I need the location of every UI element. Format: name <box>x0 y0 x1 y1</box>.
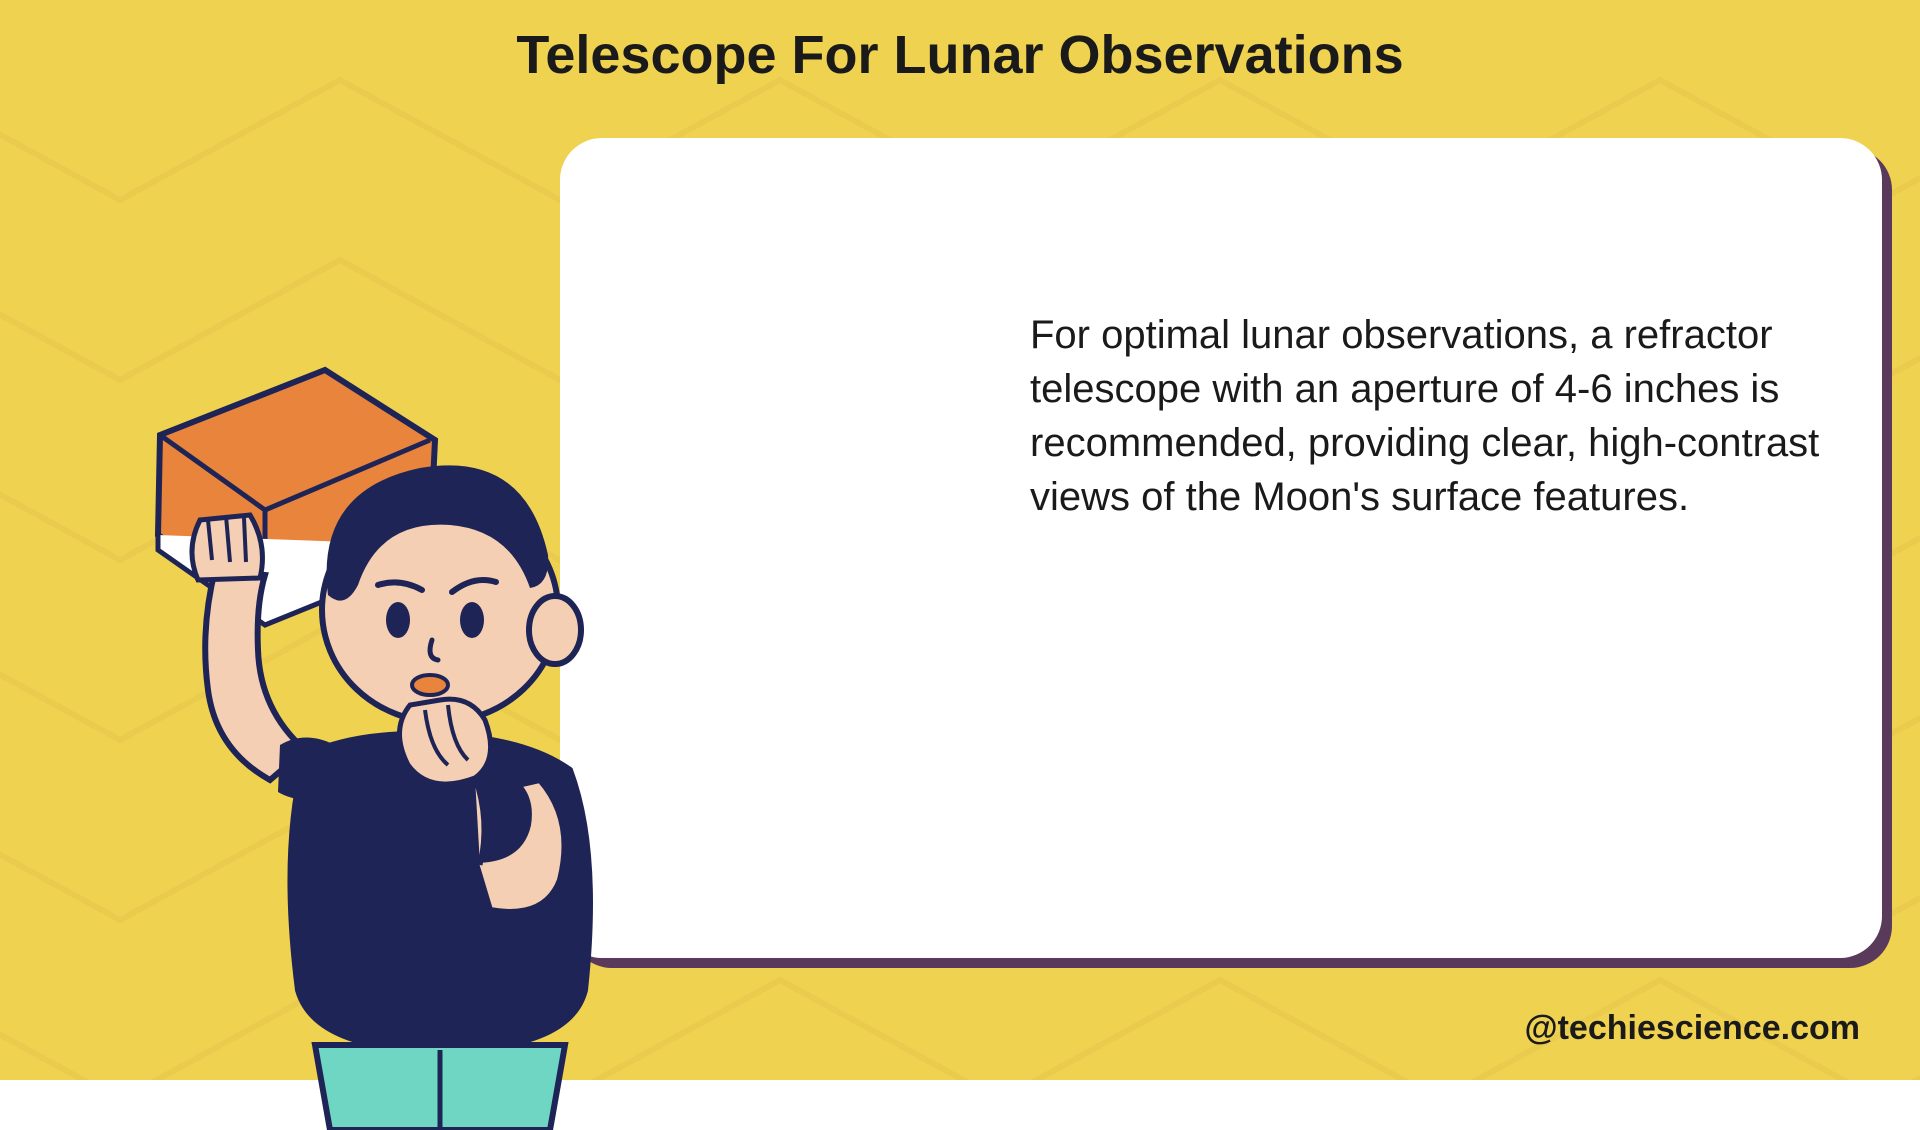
thinking-character-illustration <box>130 350 650 1130</box>
head <box>322 465 581 722</box>
page-title: Telescope For Lunar Observations <box>516 24 1403 86</box>
hand-on-book <box>192 515 262 580</box>
body-text: For optimal lunar observations, a refrac… <box>1030 308 1822 524</box>
attribution: @techiescience.com <box>1524 1009 1860 1048</box>
content-card: For optimal lunar observations, a refrac… <box>560 138 1882 958</box>
